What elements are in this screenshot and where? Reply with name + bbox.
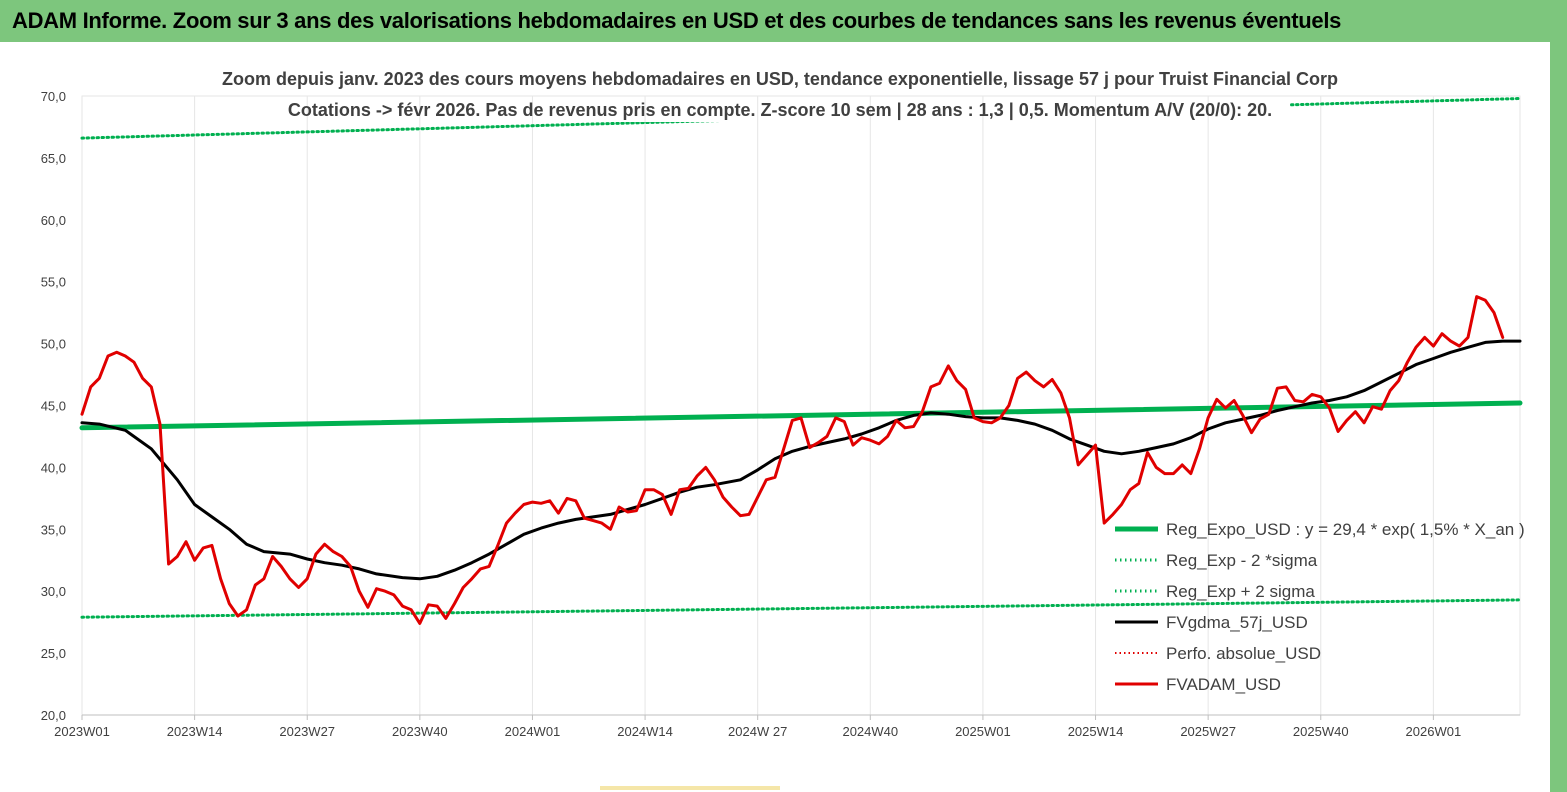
chart-subtitle-1: Zoom depuis janv. 2023 des cours moyens … xyxy=(222,69,1338,89)
x-tick-label: 2023W27 xyxy=(279,724,335,739)
legend-label: Reg_Expo_USD : y = 29,4 * exp( 1,5% * X_… xyxy=(1166,520,1525,539)
legend-label: Reg_Exp + 2 sigma xyxy=(1166,582,1315,601)
legend-label: FVADAM_USD xyxy=(1166,675,1281,694)
series-line-fvadam xyxy=(80,295,1505,625)
legend-label: Perfo. absolue_USD xyxy=(1166,644,1321,663)
y-tick-label: 20,0 xyxy=(41,708,66,723)
y-tick-label: 60,0 xyxy=(41,213,66,228)
y-tick-label: 25,0 xyxy=(41,646,66,661)
series-lines xyxy=(79,97,1523,625)
series-line-lower xyxy=(80,598,1522,619)
x-tick-label: 2024W14 xyxy=(617,724,673,739)
grid xyxy=(81,95,1521,716)
x-tick-label: 2024W01 xyxy=(505,724,561,739)
series-line-fvgdma xyxy=(80,339,1522,581)
x-tick-label: 2026W01 xyxy=(1406,724,1462,739)
x-tick-label: 2025W40 xyxy=(1293,724,1349,739)
y-tick-label: 50,0 xyxy=(41,337,66,352)
x-tick-label: 2024W 27 xyxy=(728,724,787,739)
y-tick-label: 40,0 xyxy=(41,460,66,475)
banner: ADAM Informe. Zoom sur 3 ans des valoris… xyxy=(0,0,1567,42)
legend: Reg_Expo_USD : y = 29,4 * exp( 1,5% * X_… xyxy=(1115,520,1525,694)
x-tick-label: 2025W27 xyxy=(1180,724,1236,739)
legend-label: FVgdma_57j_USD xyxy=(1166,613,1308,632)
x-tick-label: 2023W01 xyxy=(54,724,110,739)
y-tick-label: 45,0 xyxy=(41,399,66,414)
series-line-trend xyxy=(79,400,1523,431)
x-tick-label: 2023W40 xyxy=(392,724,448,739)
y-axis: 20,0 25,0 30,0 35,0 40,0 45,0 50,0 55,0 60,0 65,0… xyxy=(41,89,66,723)
x-tick-label: 2025W01 xyxy=(955,724,1011,739)
legend-label: Reg_Exp - 2 *sigma xyxy=(1166,551,1318,570)
bottom-accent xyxy=(600,786,780,790)
y-tick-label: 55,0 xyxy=(41,275,66,290)
y-tick-label: 65,0 xyxy=(41,151,66,166)
x-tick-label: 2023W14 xyxy=(167,724,223,739)
x-tick-label: 2025W14 xyxy=(1068,724,1124,739)
right-border xyxy=(1550,42,1567,792)
x-tick-label: 2024W40 xyxy=(842,724,898,739)
y-tick-label: 30,0 xyxy=(41,584,66,599)
y-tick-label: 70,0 xyxy=(41,89,66,104)
chart: 20,0 25,0 30,0 35,0 40,0 45,0 50,0 55,0 60,0 65,0… xyxy=(41,69,1525,739)
chart-subtitle-2: Cotations -> févr 2026. Pas de revenus p… xyxy=(288,100,1272,120)
banner-title: ADAM Informe. Zoom sur 3 ans des valoris… xyxy=(12,8,1342,33)
x-axis: 2023W01 2023W14 2023W27 2023W40 2024W01 2024W… xyxy=(54,714,1520,739)
y-tick-label: 35,0 xyxy=(41,522,66,537)
